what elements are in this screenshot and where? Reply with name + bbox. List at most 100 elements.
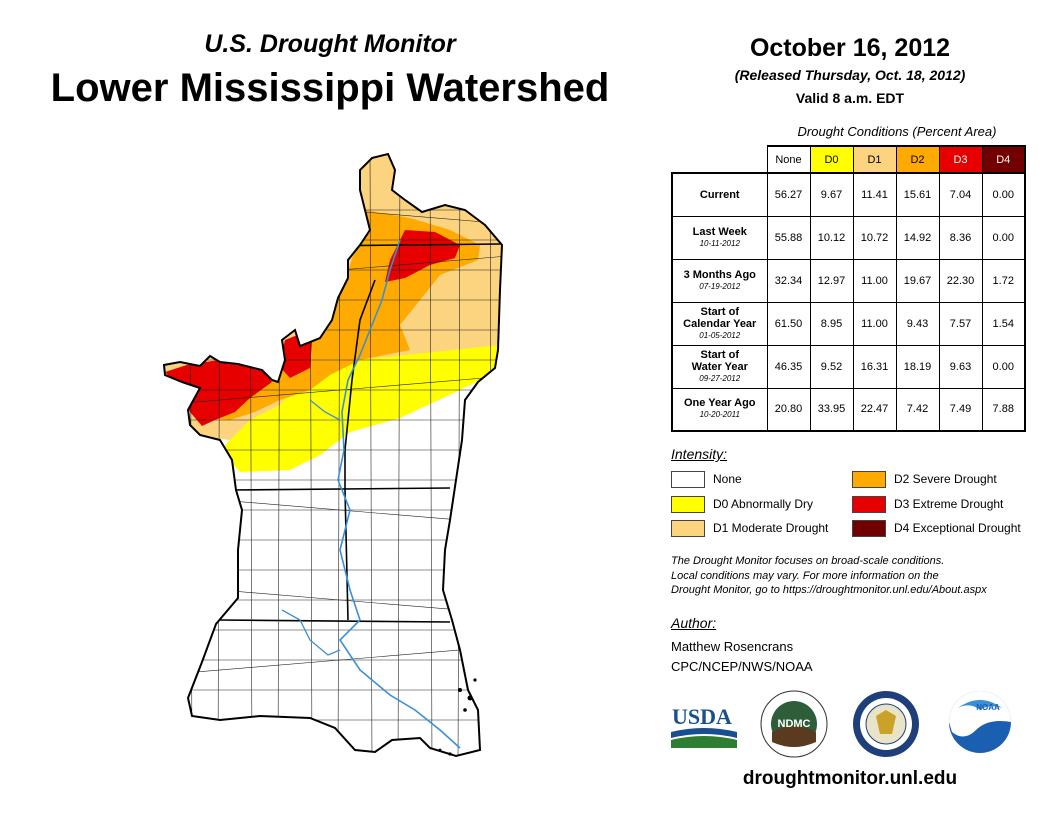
table-cell: 15.61 — [895, 172, 940, 217]
legend-title: Intensity: — [671, 446, 728, 462]
table-row: 3 Months Ago 07-19-2012 32.34 12.97 11.00 19.… — [671, 258, 1026, 303]
legend-swatch — [671, 495, 705, 513]
col-d0: D0 — [809, 145, 854, 174]
table-cell: 1.72 — [981, 258, 1026, 303]
table-row: Start of Calendar Year 01-05-2012 61.50 8.95… — [671, 301, 1026, 346]
col-d3: D3 — [938, 145, 983, 174]
table-cell: 8.95 — [809, 301, 854, 346]
table-cell: 20.80 — [766, 387, 811, 432]
row-date: 01-05-2012 — [699, 330, 741, 340]
col-d4: D4 — [981, 145, 1026, 174]
row-date: 10-20-2011 — [699, 410, 740, 420]
table-cell: 12.97 — [809, 258, 854, 303]
note-line: Local conditions may vary. For more info… — [671, 569, 939, 582]
table-cell: 56.27 — [766, 172, 811, 217]
legend-item: D4 Exceptional Drought — [852, 519, 1021, 537]
table-cell: 10.12 — [809, 215, 854, 260]
table-cell: 9.43 — [895, 301, 940, 346]
table-cell: 46.35 — [766, 344, 811, 389]
table-cell: 9.52 — [809, 344, 854, 389]
legend-item: D2 Severe Drought — [852, 470, 997, 488]
legend-swatch — [671, 519, 705, 537]
table-cell: 22.30 — [938, 258, 983, 303]
table-cell: 55.88 — [766, 215, 811, 260]
row-label: One Year Ago 10-20-2011 — [671, 387, 768, 432]
table-row: One Year Ago 10-20-2011 20.80 33.95 22.47 7.4… — [671, 387, 1026, 432]
table-cell: 11.00 — [852, 258, 897, 303]
table-cell: 11.41 — [852, 172, 897, 217]
table-cell: 8.36 — [938, 215, 983, 260]
legend-label: D0 Abnormally Dry — [713, 497, 814, 511]
col-d2: D2 — [895, 145, 940, 174]
row-date: 10-11-2012 — [699, 238, 740, 248]
author-block: Matthew Rosencrans CPC/NCEP/NWS/NOAA — [671, 637, 813, 677]
table-cell: 22.47 — [852, 387, 897, 432]
table-row: Current 56.27 9.67 11.41 15.61 7.04 0.00 — [671, 172, 1026, 217]
author-name: Matthew Rosencrans — [671, 639, 794, 654]
table-cell: 19.67 — [895, 258, 940, 303]
row-label: Last Week 10-11-2012 — [671, 215, 768, 260]
usda-logo: USDA — [671, 704, 737, 748]
row-label-text-2: Calendar Year — [683, 317, 757, 330]
table-cell: 32.34 — [766, 258, 811, 303]
legend-swatch — [852, 495, 886, 513]
mississippi-river — [337, 239, 461, 749]
ndmc-logo-text: NDMC — [778, 718, 811, 730]
footer-url[interactable]: droughtmonitor.unl.edu — [742, 768, 958, 789]
table-cell: 0.00 — [981, 172, 1026, 217]
legend-item: D3 Extreme Drought — [852, 495, 1003, 513]
map-title: Lower Mississippi Watershed — [50, 66, 610, 110]
table-cell: 7.49 — [938, 387, 983, 432]
legend-swatch — [852, 519, 886, 537]
row-label: 3 Months Ago 07-19-2012 — [671, 258, 768, 303]
row-label: Start of Calendar Year 01-05-2012 — [671, 301, 768, 346]
col-d1: D1 — [852, 145, 897, 174]
table-row: Last Week 10-11-2012 55.88 10.12 10.72 14.92 8… — [671, 215, 1026, 260]
legend-label: None — [713, 472, 742, 486]
row-label-text: Current — [699, 188, 740, 201]
row-label: Current — [671, 172, 768, 217]
note-line: Drought Monitor, go to https://droughtmo… — [671, 584, 987, 596]
author-org: CPC/NCEP/NWS/NOAA — [671, 659, 813, 674]
map-subtitle: U.S. Drought Monitor — [204, 30, 456, 58]
legend-label: D1 Moderate Drought — [713, 521, 829, 535]
table-cell: 0.00 — [981, 215, 1026, 260]
watershed-map — [163, 153, 503, 757]
table-cell: 61.50 — [766, 301, 811, 346]
disclaimer-note: The Drought Monitor focuses on broad-sca… — [671, 554, 1041, 598]
table-row: Start of Water Year 09-27-2012 46.35 9.52 16.… — [671, 344, 1026, 389]
legend-item: D0 Abnormally Dry — [671, 495, 813, 513]
row-label-text: One Year Ago — [683, 397, 756, 410]
arkansas-river — [309, 399, 341, 421]
table-cell: 7.04 — [938, 172, 983, 217]
author-heading: Author: — [671, 615, 717, 631]
table-corner — [672, 146, 767, 173]
table-cell: 7.42 — [895, 387, 940, 432]
valid-time: Valid 8 a.m. EDT — [795, 90, 905, 106]
legend-label: D2 Severe Drought — [894, 472, 997, 486]
row-label-text: 3 Months Ago — [683, 268, 756, 281]
row-label-text: Start of — [700, 348, 740, 361]
row-label-text: Start of — [700, 305, 740, 318]
legend-label: D3 Extreme Drought — [894, 497, 1004, 511]
legend-swatch — [671, 470, 705, 488]
noaa-logo: NOAA — [949, 691, 1011, 753]
table-cell: 16.31 — [852, 344, 897, 389]
row-label-text-2: Water Year — [691, 360, 748, 373]
table-cell: 14.92 — [895, 215, 940, 260]
table-cell: 7.57 — [938, 301, 983, 346]
row-label-text: Last Week — [692, 225, 747, 238]
row-date: 07-19-2012 — [699, 281, 741, 291]
map-date: October 16, 2012 — [749, 34, 951, 62]
legend-item: D1 Moderate Drought — [671, 519, 828, 537]
table-cell: 9.63 — [938, 344, 983, 389]
table-cell: 11.00 — [852, 301, 897, 346]
release-date: (Released Thursday, Oct. 18, 2012) — [734, 67, 966, 83]
red-river — [281, 609, 341, 656]
legend-item: None — [671, 470, 742, 488]
col-none: None — [766, 145, 811, 174]
usda-logo-text: USDA — [672, 704, 732, 729]
table-caption: Drought Conditions (Percent Area) — [797, 124, 997, 139]
legend-label: D4 Exceptional Drought — [894, 521, 1021, 535]
ndmc-logo: NDMC — [760, 690, 828, 758]
